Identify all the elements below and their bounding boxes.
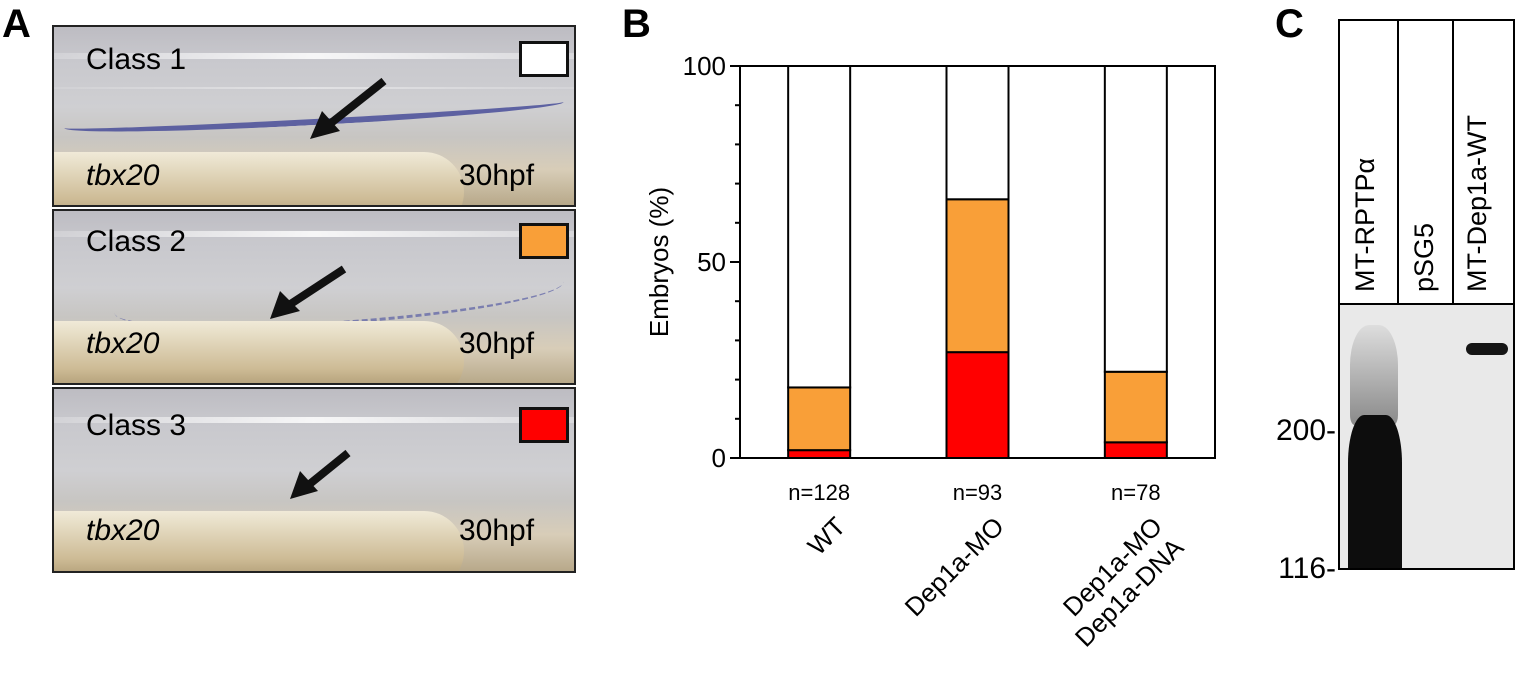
class-label: Class 1 bbox=[86, 43, 187, 76]
bar-segment bbox=[787, 386, 852, 452]
class-label: Class 2 bbox=[86, 225, 187, 258]
mw-marker: 116- bbox=[1278, 552, 1336, 585]
arrow-icon bbox=[270, 265, 347, 319]
gene-label: tbx20 bbox=[86, 327, 160, 360]
embryo-image-class-2: Class 2 tbx20 30hpf bbox=[52, 209, 576, 385]
lane-label: pSG5 bbox=[1409, 222, 1439, 292]
bar-segment bbox=[1103, 370, 1168, 444]
lane-header-box bbox=[1338, 19, 1515, 305]
bar-segment bbox=[1103, 65, 1168, 373]
stage-label: 30hpf bbox=[459, 159, 535, 192]
x-tick-label: Dep1a-MO bbox=[899, 511, 1010, 622]
lane-label: MT-Dep1a-WT bbox=[1462, 114, 1492, 292]
y-tick-label: 100 bbox=[683, 51, 726, 81]
x-tick-label: WT bbox=[802, 511, 852, 561]
n-label: n=93 bbox=[953, 480, 1003, 505]
embryo-image-class-1: Class 1 tbx20 30hpf bbox=[52, 25, 576, 207]
gene-label: tbx20 bbox=[86, 514, 160, 547]
stacked-bar-chart: 0 50 100 Embryos (%) n=128 WT n=93 Dep1a-MO n=78… bbox=[644, 51, 1216, 653]
panel-label-c: C bbox=[1275, 2, 1304, 46]
panel-label-a: A bbox=[2, 2, 31, 46]
bar-segment bbox=[945, 198, 1010, 354]
stage-label: 30hpf bbox=[459, 514, 535, 547]
arrow-icon bbox=[310, 77, 387, 139]
bar-segment bbox=[787, 65, 852, 389]
n-label: n=78 bbox=[1111, 480, 1161, 505]
class-1-swatch bbox=[519, 41, 569, 77]
n-label: n=128 bbox=[788, 480, 850, 505]
arrow-icon bbox=[290, 449, 351, 499]
blot-image bbox=[1338, 303, 1515, 570]
class-3-swatch bbox=[519, 407, 569, 443]
bar-segment bbox=[1103, 441, 1168, 460]
y-tick-label: 50 bbox=[697, 247, 726, 277]
embryo-image-class-3: Class 3 tbx20 30hpf bbox=[52, 387, 576, 573]
blot-panel bbox=[1338, 19, 1515, 570]
class-2-swatch bbox=[519, 223, 569, 259]
lane-label: MT-RPTPα bbox=[1350, 157, 1380, 292]
y-tick-label: 0 bbox=[712, 443, 726, 473]
x-tick-label-line: WT bbox=[802, 511, 852, 561]
x-tick-label-line: Dep1a-MO bbox=[899, 511, 1010, 622]
gene-label: tbx20 bbox=[86, 159, 160, 192]
y-axis-label: Embryos (%) bbox=[644, 187, 674, 337]
bar-segment bbox=[945, 351, 1010, 459]
bar-segment bbox=[945, 65, 1010, 201]
stage-label: 30hpf bbox=[459, 327, 535, 360]
mw-marker: 200- bbox=[1275, 414, 1336, 447]
bar-segment bbox=[787, 449, 852, 460]
class-label: Class 3 bbox=[86, 409, 187, 442]
panel-label-b: B bbox=[622, 2, 651, 46]
